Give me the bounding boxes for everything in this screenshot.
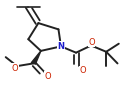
Text: O: O: [80, 66, 86, 75]
Text: O: O: [12, 64, 18, 73]
Text: N: N: [58, 42, 65, 51]
Text: O: O: [44, 72, 51, 81]
Polygon shape: [31, 51, 41, 64]
Text: O: O: [88, 38, 95, 47]
